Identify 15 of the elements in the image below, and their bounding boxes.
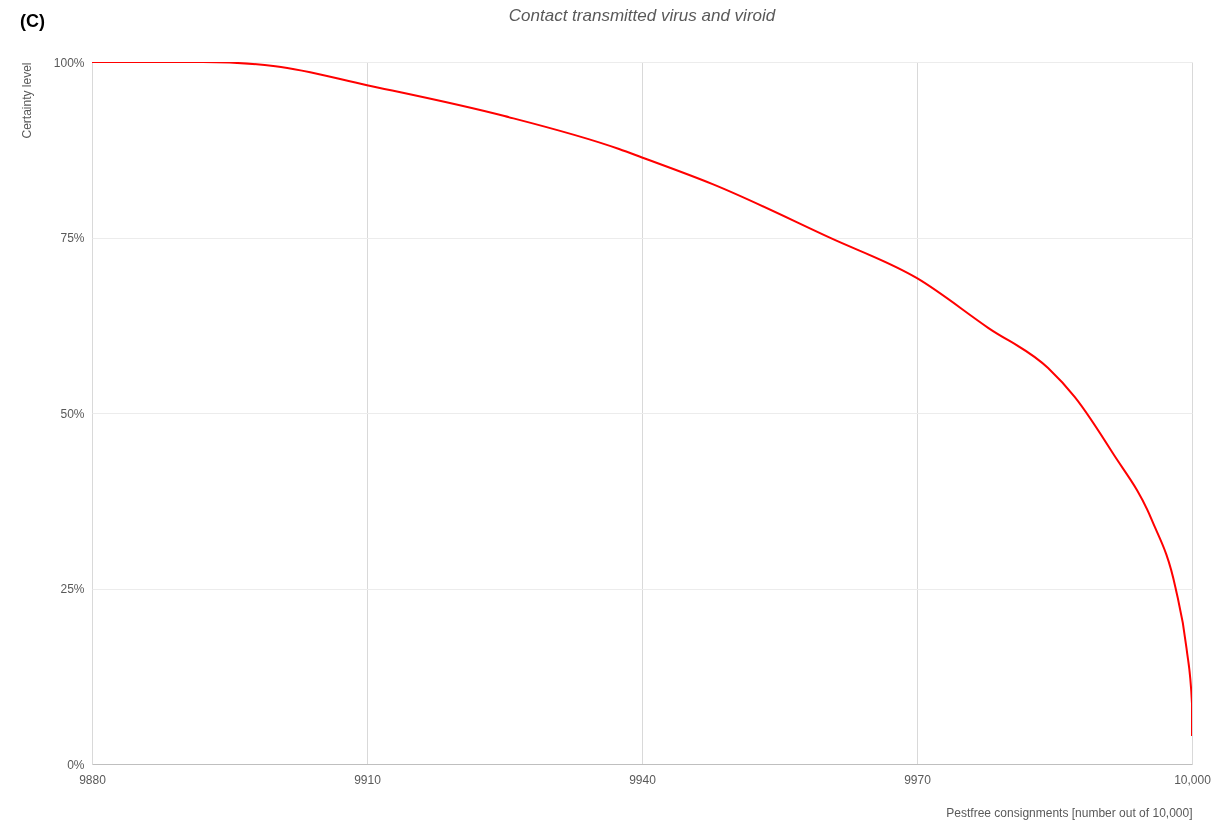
y-tick-label: 0% [67, 757, 85, 772]
x-tick-label: 9910 [354, 772, 382, 787]
y-tick-label: 100% [53, 55, 85, 70]
x-tick-label: 9940 [629, 772, 657, 787]
x-tick-label: 10,000 [1174, 772, 1212, 787]
x-tick-label: 9970 [904, 772, 932, 787]
chart-title: Contact transmitted virus and viroid [508, 6, 776, 25]
line-series [92, 62, 1192, 737]
x-tick-label: 9880 [79, 772, 107, 787]
y-tick-label: 50% [60, 406, 85, 421]
text: (C) [20, 11, 45, 31]
x-axis-title: Pestfree consignments [number out of 10,000] [946, 805, 1193, 820]
y-tick-label: 25% [60, 582, 85, 596]
y-axis-title: Certainty level [19, 62, 34, 139]
y-tick-label: 75% [60, 231, 85, 245]
